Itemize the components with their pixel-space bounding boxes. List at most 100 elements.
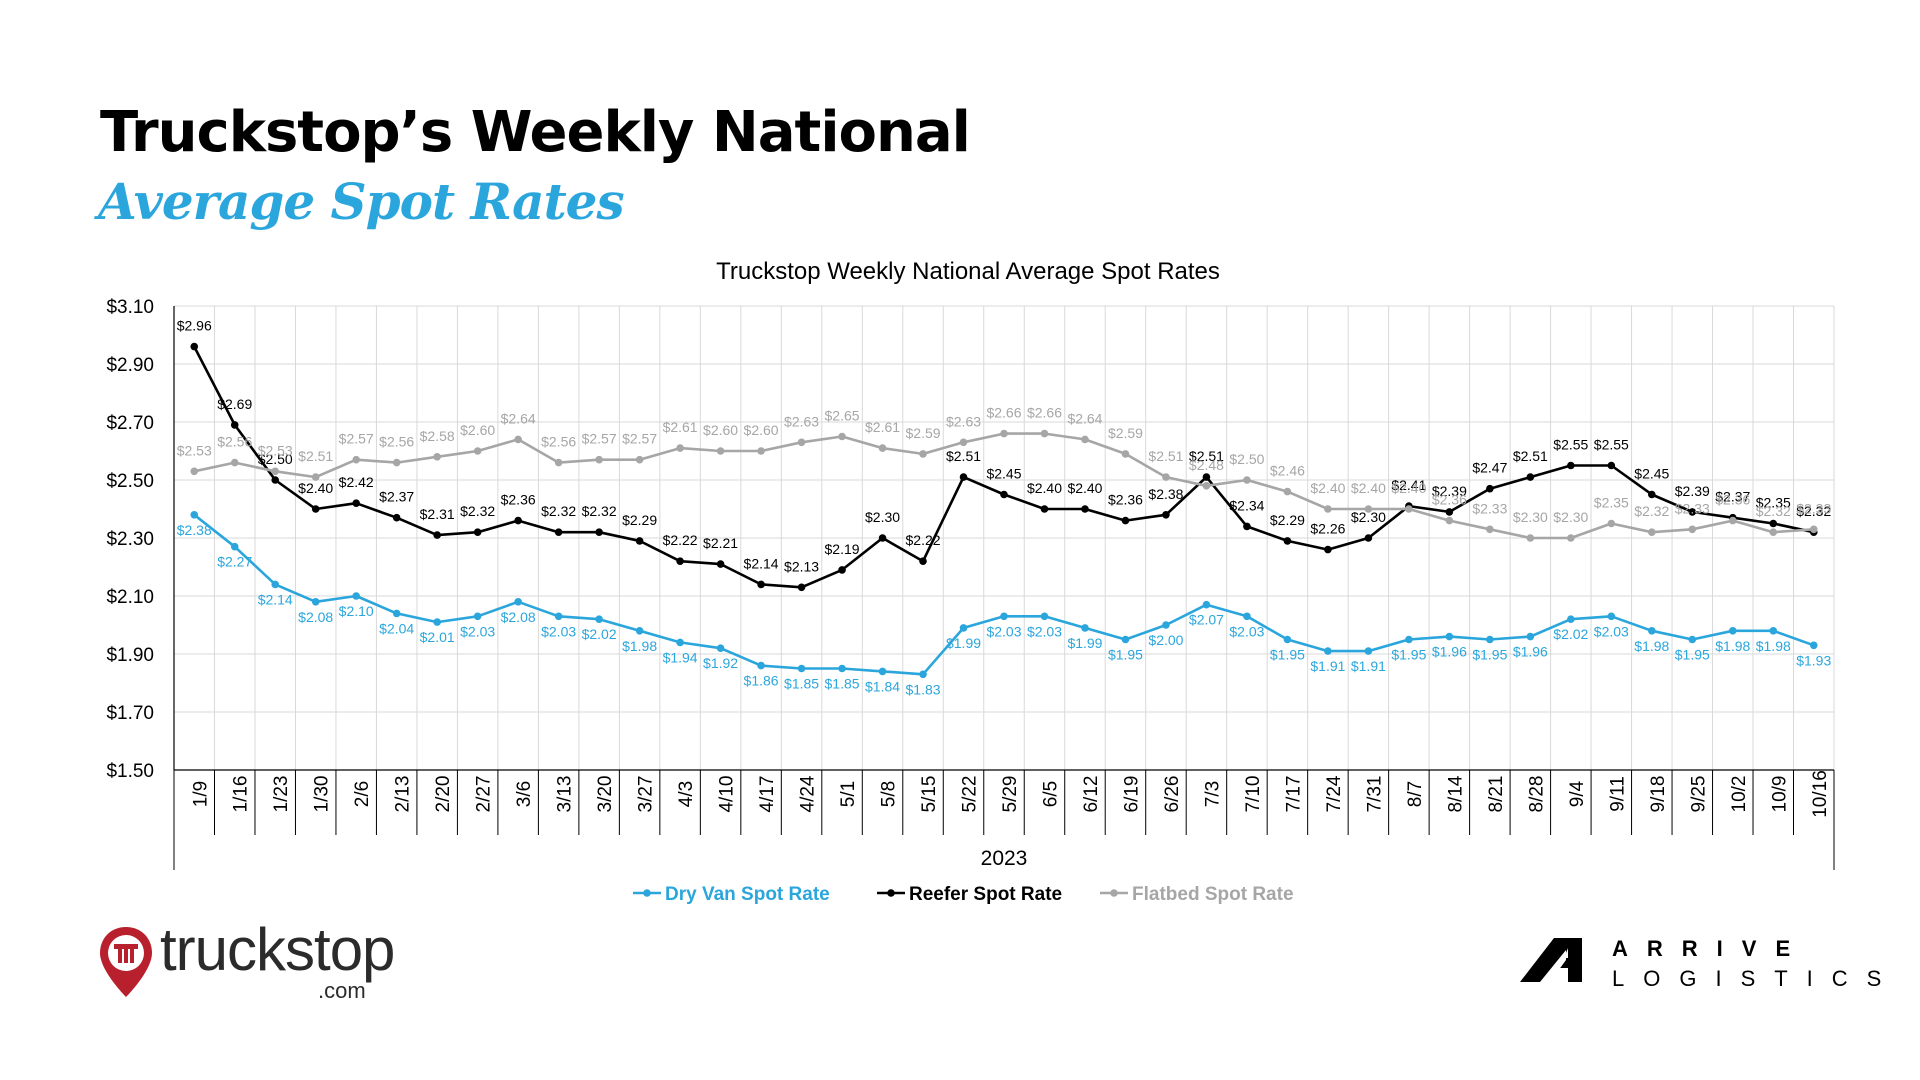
data-point [1486, 484, 1494, 493]
data-label: $2.33 [1675, 500, 1710, 516]
data-label: $2.53 [177, 442, 212, 458]
legend-item[interactable]: Reefer Spot Rate [877, 884, 1062, 905]
legend-label: Flatbed Spot Rate [1132, 884, 1294, 905]
legend-item[interactable]: Flatbed Spot Rate [1100, 884, 1294, 905]
data-label: $2.02 [1553, 626, 1588, 642]
slide-title: Truckstop’s Weekly National [100, 100, 971, 165]
y-tick-label: $3.10 [106, 297, 154, 318]
data-point [1405, 635, 1413, 644]
data-point [1000, 429, 1008, 438]
data-label: $2.30 [865, 509, 900, 525]
data-label: $2.40 [1027, 480, 1062, 496]
data-point [1202, 473, 1211, 481]
data-label: $1.86 [744, 673, 779, 689]
data-label: $2.37 [379, 489, 414, 505]
data-label: $1.95 [1472, 647, 1507, 663]
data-point [1283, 487, 1292, 496]
data-label: $2.30 [1513, 509, 1548, 525]
data-label: $2.56 [541, 434, 576, 450]
data-point [1243, 476, 1251, 484]
data-point [1688, 525, 1697, 534]
data-label: $2.40 [1067, 480, 1102, 496]
legend[interactable]: Dry Van Spot Rate Reefer Spot Rate Flatbed… [633, 884, 1294, 905]
data-label: $2.03 [1027, 623, 1062, 639]
data-point [797, 664, 806, 673]
data-point [514, 598, 522, 606]
data-label: $2.61 [865, 419, 900, 435]
data-label: $2.69 [217, 396, 252, 412]
y-tick-label: $2.70 [106, 413, 154, 434]
data-point [1283, 537, 1292, 545]
data-label: $2.29 [622, 512, 657, 528]
data-label: $2.26 [1310, 521, 1345, 537]
data-label: $2.50 [258, 451, 293, 467]
data-point [352, 499, 360, 508]
data-point [1688, 635, 1697, 644]
data-point [1364, 505, 1373, 513]
data-point [1243, 522, 1251, 531]
x-tick-label: 2/13 [393, 776, 414, 813]
x-tick-label: 10/16 [1810, 770, 1831, 818]
legend-swatch-dot [1110, 889, 1118, 897]
data-label: $2.32 [460, 503, 495, 519]
data-label: $2.60 [460, 422, 495, 438]
slide-subtitle: Average Spot Rates [98, 172, 625, 231]
truckstop-wordmark: truckstop [160, 916, 395, 983]
data-label: $2.13 [784, 558, 819, 574]
data-label: $2.65 [825, 408, 860, 424]
data-point [1445, 632, 1454, 641]
data-label: $2.51 [298, 448, 333, 464]
data-label: $1.95 [1675, 647, 1710, 663]
data-label: $1.98 [1756, 638, 1791, 654]
data-label: $2.45 [1634, 466, 1669, 482]
data-point [473, 528, 482, 536]
data-label: $2.21 [703, 535, 738, 551]
data-point [190, 467, 199, 476]
data-point [554, 528, 563, 536]
data-label: $2.56 [217, 434, 252, 450]
data-label: $2.37 [1715, 489, 1750, 505]
truckstop-logo [100, 927, 152, 997]
legend-item[interactable]: Dry Van Spot Rate [633, 884, 830, 905]
data-label: $1.91 [1351, 658, 1386, 674]
data-label: $2.38 [177, 522, 212, 538]
x-tick-label: 9/11 [1607, 776, 1628, 812]
data-label: $1.91 [1310, 658, 1345, 674]
data-point [230, 542, 239, 551]
data-point [1526, 534, 1535, 542]
data-label: $2.53 [258, 442, 293, 458]
x-tick-label: 8/14 [1445, 775, 1466, 812]
data-point [959, 624, 968, 632]
data-label: $2.60 [744, 422, 779, 438]
x-tick-label: 5/8 [879, 781, 900, 807]
data-label: $2.40 [1310, 480, 1345, 496]
data-label: $2.00 [1148, 632, 1183, 648]
data-label: $2.36 [501, 492, 536, 508]
data-point [1648, 627, 1656, 635]
data-point [190, 511, 199, 519]
x-tick-label: 6/19 [1121, 776, 1142, 813]
truckstop-domain: .com [318, 978, 366, 1003]
y-tick-label: $2.10 [106, 587, 154, 608]
data-label: $2.03 [1229, 623, 1264, 639]
x-tick-label: 3/20 [595, 776, 616, 813]
data-label: $2.39 [1432, 483, 1467, 499]
grid [173, 305, 1835, 771]
data-label: $2.33 [1796, 500, 1831, 516]
data-point [1809, 641, 1818, 650]
x-tick-label: 9/25 [1688, 776, 1709, 813]
data-point [1040, 429, 1049, 438]
data-label: $2.55 [1594, 437, 1629, 453]
data-point [1567, 615, 1575, 623]
data-point [757, 580, 765, 589]
data-point [797, 583, 806, 592]
data-label: $1.84 [865, 678, 900, 694]
data-point [433, 618, 441, 626]
data-label: $2.63 [784, 413, 819, 429]
data-label: $2.57 [339, 431, 374, 447]
data-label: $1.85 [825, 676, 860, 692]
data-point [595, 455, 603, 464]
data-point [919, 450, 927, 458]
data-point [676, 444, 684, 452]
